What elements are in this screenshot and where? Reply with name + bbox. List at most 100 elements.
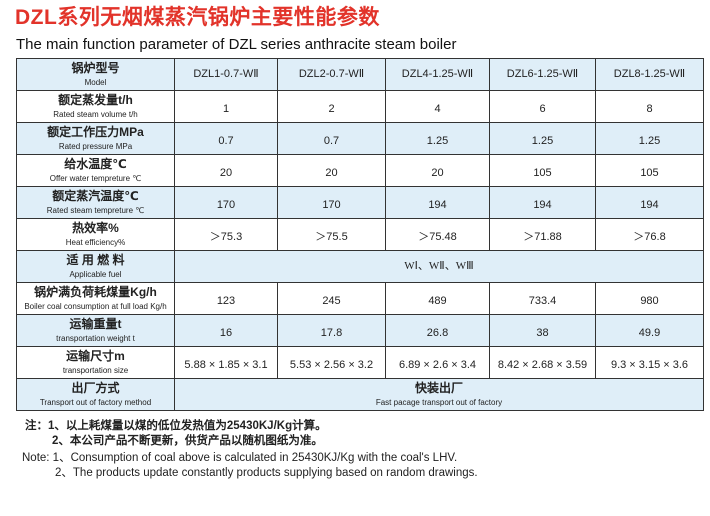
page-title: DZL系列无烟煤蒸汽锅炉主要性能参数 [15, 6, 380, 29]
table-cell: 105 [489, 154, 596, 187]
table-cell: 1.25 [595, 122, 704, 155]
table-cell: 1 [174, 90, 278, 123]
row-label-zh: 运输尺寸m [66, 349, 125, 363]
table-cell: 26.8 [385, 314, 490, 347]
table-cell: DZL8-1.25-WⅡ [595, 58, 704, 91]
row-label-zh: 适 用 燃 料 [66, 253, 125, 267]
merged-cell: WⅠ、WⅡ、WⅢ [174, 250, 704, 283]
page: DZL系列无烟煤蒸汽锅炉主要性能参数 The main function par… [15, 6, 704, 481]
table-cell: 5.88 × 1.85 × 3.1 [174, 346, 278, 379]
row-label-zh: 给水温度℃ [64, 157, 127, 171]
table-cell: DZL6-1.25-WⅡ [489, 58, 596, 91]
row-label: 额定蒸发量t/h Rated steam volume t/h [16, 90, 175, 123]
note-zh-1: 注：1、以上耗煤量以煤的低位发热值为25430KJ/Kg计算。 [25, 420, 327, 432]
row-label-en: Rated pressure MPa [58, 142, 133, 151]
table-cell: 6.89 × 2.6 × 3.4 [385, 346, 490, 379]
table-cell: DZL2-0.7-WⅡ [277, 58, 386, 91]
parameter-table: 锅炉型号 Model DZL1-0.7-WⅡ DZL2-0.7-WⅡ DZL4-1.25… [16, 58, 704, 411]
table-cell: ＞75.3 [174, 218, 278, 251]
table-cell: DZL1-0.7-WⅡ [174, 58, 278, 91]
table-cell: 16 [174, 314, 278, 347]
page-subtitle: The main function parameter of DZL serie… [16, 36, 457, 53]
row-label: 锅炉型号 Model [16, 58, 175, 91]
merged-zh: 快装出厂 [414, 381, 463, 395]
merged-cell: 快装出厂 Fast pacage transport out of factory [174, 378, 704, 411]
table-cell: 38 [489, 314, 596, 347]
table-cell: ＞71.88 [489, 218, 596, 251]
row-label-en: Rated steam tempreture ℃ [46, 206, 145, 215]
row-label-en: transportation size [62, 366, 129, 375]
note-en-1: Note: 1、Consumption of coal above is cal… [22, 452, 458, 464]
table-cell: 20 [174, 154, 278, 187]
note-en-2: 2、The products update constantly product… [55, 467, 478, 479]
row-label-en: Heat efficiency% [65, 238, 126, 247]
row-label-en: transportation weight t [56, 334, 135, 343]
table-cell: 17.8 [277, 314, 386, 347]
row-label-en: Offer water tempreture ℃ [49, 174, 142, 183]
table-cell: 20 [385, 154, 490, 187]
table-cell: 0.7 [277, 122, 386, 155]
table-row: 出厂方式 Transport out of factory method 快装出厂 F… [16, 378, 704, 411]
table-cell: 49.9 [595, 314, 704, 347]
row-label: 额定蒸汽温度℃ Rated steam tempreture ℃ [16, 186, 175, 219]
row-label-en: Transport out of factory method [39, 398, 152, 407]
table-cell: 8.42 × 2.68 × 3.59 [489, 346, 596, 379]
table-cell: ＞75.48 [385, 218, 490, 251]
row-label-en: Applicable fuel [69, 270, 122, 279]
row-label: 给水温度℃ Offer water tempreture ℃ [16, 154, 175, 187]
row-label-zh: 热效率% [72, 221, 119, 235]
table-row: 运输尺寸m transportation size 5.88 × 1.85 × 3.… [16, 346, 704, 379]
row-label-en: Model [84, 78, 107, 87]
table-cell: 20 [277, 154, 386, 187]
row-label-zh: 出厂方式 [71, 381, 120, 395]
row-label: 运输重量t transportation weight t [16, 314, 175, 347]
row-label: 额定工作压力MPa Rated pressure MPa [16, 122, 175, 155]
row-label-zh: 运输重量t [69, 317, 122, 331]
table-cell: 105 [595, 154, 704, 187]
table-row: 适 用 燃 料 Applicable fuel WⅠ、WⅡ、WⅢ [16, 250, 704, 283]
row-label: 热效率% Heat efficiency% [16, 218, 175, 251]
notes: 注：1、以上耗煤量以煤的低位发热值为25430KJ/Kg计算。 2、本公司产品不… [22, 419, 703, 481]
table-cell: 123 [174, 282, 278, 315]
table-cell: 733.4 [489, 282, 596, 315]
row-label-zh: 额定工作压力MPa [47, 125, 144, 139]
table-row: 额定蒸发量t/h Rated steam volume t/h 1 2 4 6 8 [16, 90, 704, 123]
table-cell: 194 [595, 186, 704, 219]
row-label-en: Boiler coal consumption at full load Kg/… [24, 302, 167, 311]
note-zh-2: 2、本公司产品不断更新，供货产品以随机图纸为准。 [52, 435, 323, 447]
table-cell: 4 [385, 90, 490, 123]
row-label-zh: 额定蒸汽温度℃ [52, 189, 139, 203]
table-cell: 6 [489, 90, 596, 123]
table-row: 锅炉满负荷耗煤量Kg/h Boiler coal consumption at f… [16, 282, 704, 315]
row-label: 运输尺寸m transportation size [16, 346, 175, 379]
table-cell: DZL4-1.25-WⅡ [385, 58, 490, 91]
table-cell: 194 [385, 186, 490, 219]
row-label: 出厂方式 Transport out of factory method [16, 378, 175, 411]
table-row: 额定工作压力MPa Rated pressure MPa 0.7 0.7 1.25 1.2… [16, 122, 704, 155]
table-cell: 2 [277, 90, 386, 123]
table-cell: 1.25 [489, 122, 596, 155]
table-cell: 1.25 [385, 122, 490, 155]
table-row: 锅炉型号 Model DZL1-0.7-WⅡ DZL2-0.7-WⅡ DZL4-1.25… [16, 58, 704, 91]
merged-en: Fast pacage transport out of factory [375, 398, 503, 407]
table-row: 热效率% Heat efficiency% ＞75.3 ＞75.5 ＞75.48 ＞71.… [16, 218, 704, 251]
table-cell: ＞76.8 [595, 218, 704, 251]
table-cell: 5.53 × 2.56 × 3.2 [277, 346, 386, 379]
table-cell: 980 [595, 282, 704, 315]
row-label-zh: 额定蒸发量t/h [58, 93, 133, 107]
table-cell: 0.7 [174, 122, 278, 155]
row-label: 适 用 燃 料 Applicable fuel [16, 250, 175, 283]
table-cell: 245 [277, 282, 386, 315]
table-cell: 9.3 × 3.15 × 3.6 [595, 346, 704, 379]
row-label-zh: 锅炉满负荷耗煤量Kg/h [34, 285, 157, 299]
row-label-en: Rated steam volume t/h [53, 110, 138, 119]
table-cell: 170 [174, 186, 278, 219]
table-row: 运输重量t transportation weight t 16 17.8 26.8 38… [16, 314, 704, 347]
table-row: 额定蒸汽温度℃ Rated steam tempreture ℃ 170 170 194… [16, 186, 704, 219]
row-label-zh: 锅炉型号 [71, 61, 120, 75]
table-cell: 8 [595, 90, 704, 123]
table-row: 给水温度℃ Offer water tempreture ℃ 20 20 20 105 10… [16, 154, 704, 187]
table-cell: 170 [277, 186, 386, 219]
table-cell: 489 [385, 282, 490, 315]
row-label: 锅炉满负荷耗煤量Kg/h Boiler coal consumption at f… [16, 282, 175, 315]
